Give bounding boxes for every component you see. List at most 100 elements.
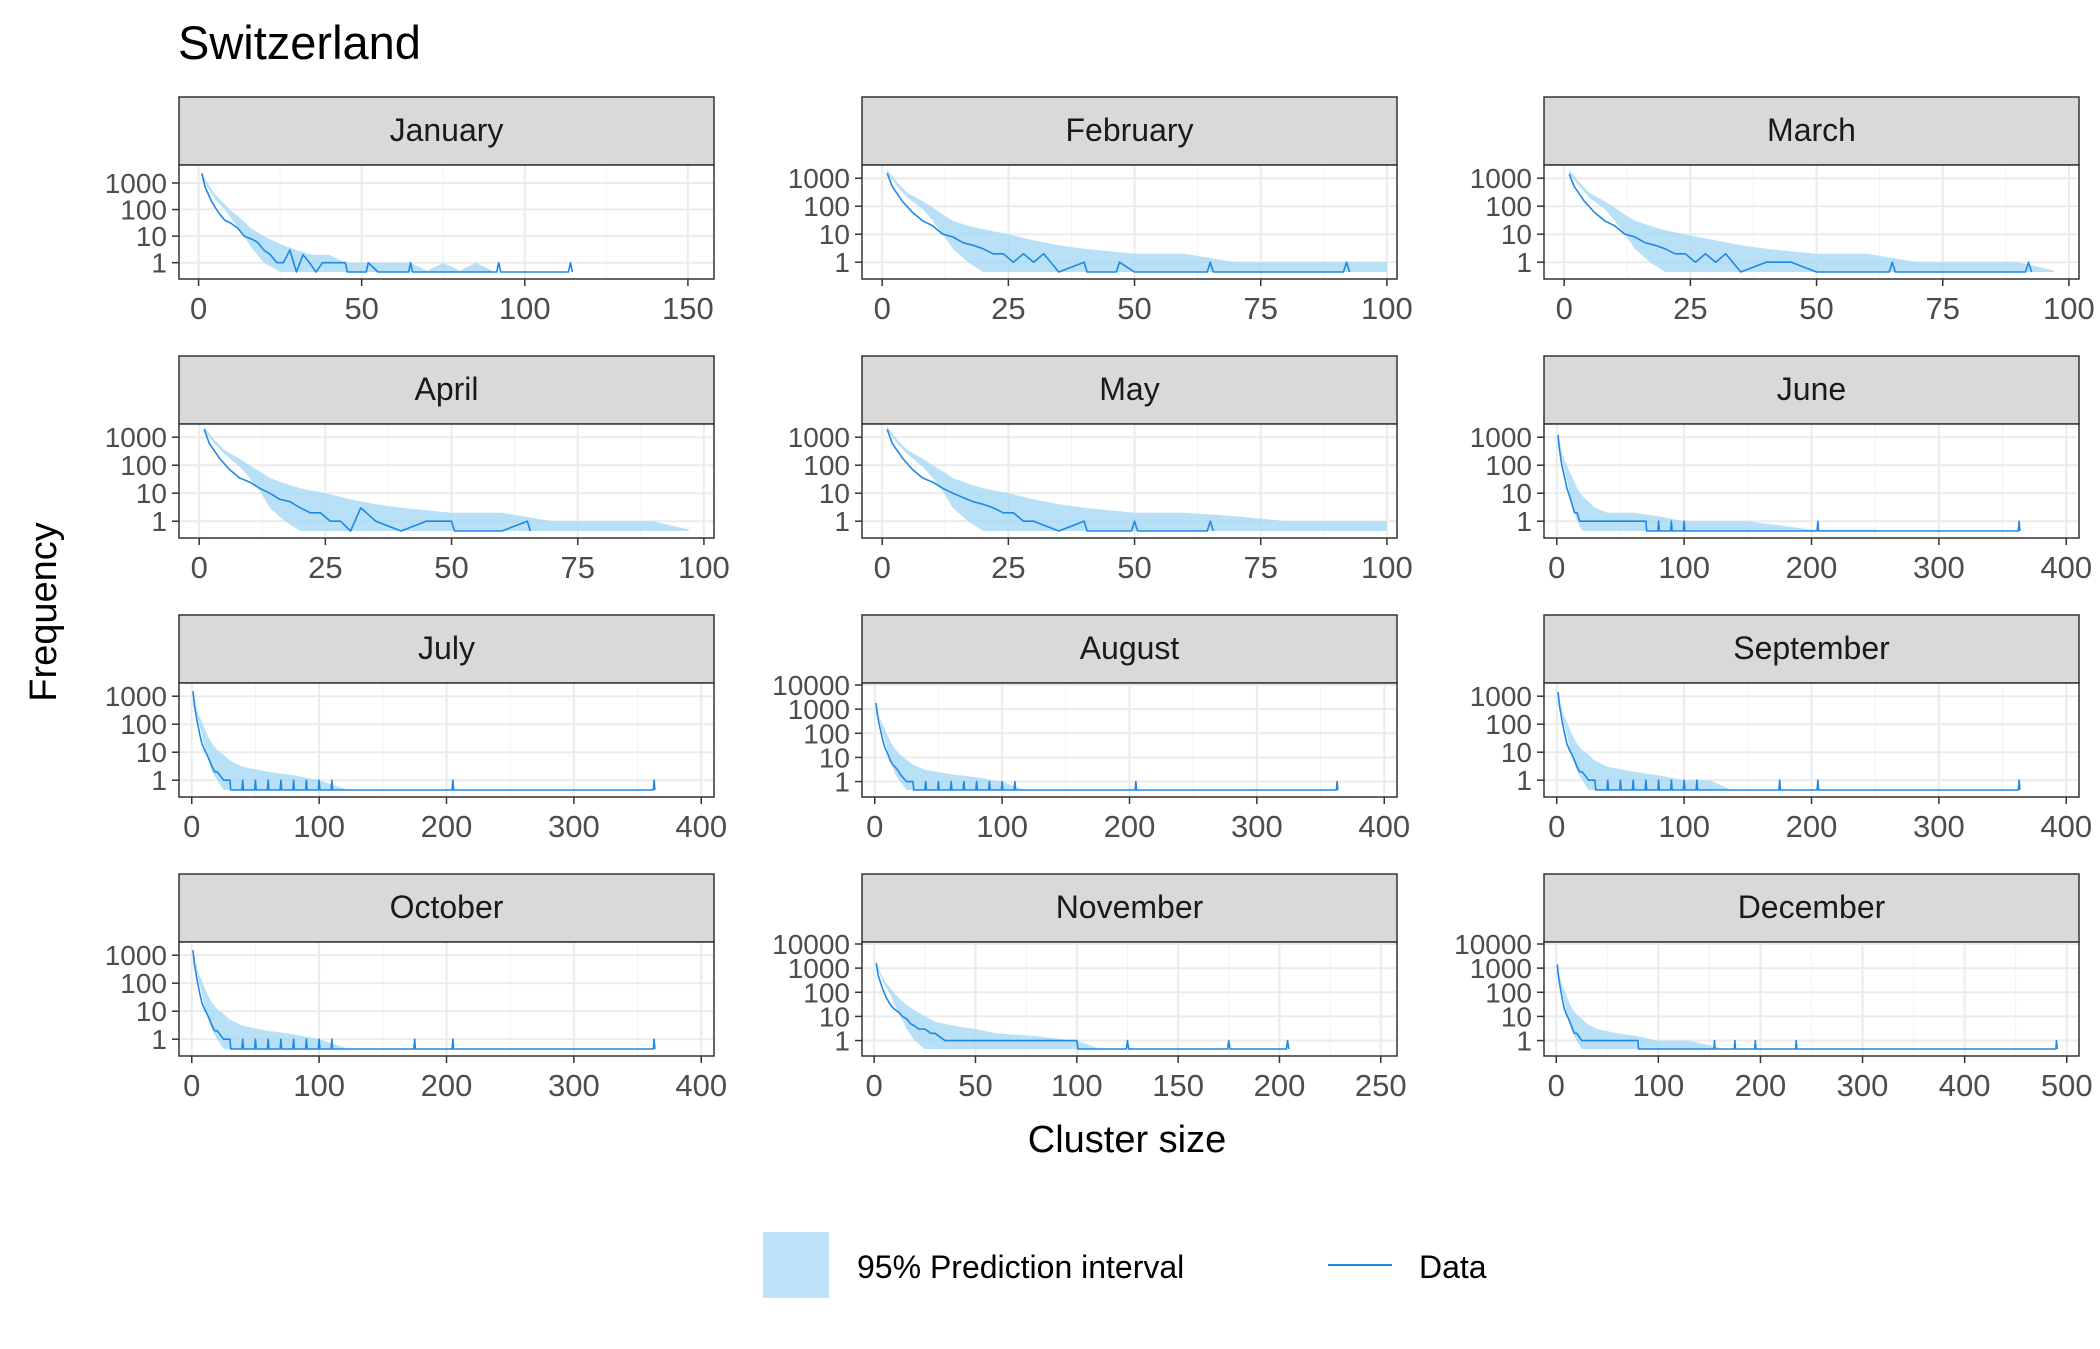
plot-marks	[875, 700, 1339, 791]
facet-strip-label: February	[1065, 112, 1193, 148]
y-tick-label: 1	[834, 247, 850, 278]
x-axis-title: Cluster size	[1028, 1119, 1227, 1161]
y-tick-label: 100	[120, 968, 167, 999]
x-tick-label: 0	[1548, 550, 1565, 585]
y-tick-label: 100	[1485, 709, 1532, 740]
x-tick-label: 300	[1837, 1068, 1889, 1103]
y-tick-label: 1	[834, 506, 850, 537]
y-tick-label: 1000	[788, 694, 850, 725]
prediction-interval-band	[1558, 689, 1729, 790]
x-tick-label: 0	[874, 291, 891, 326]
y-tick-label: 10	[136, 737, 167, 768]
y-tick-label: 10	[819, 1001, 850, 1032]
y-tick-label: 1000	[1470, 953, 1532, 984]
x-tick-label: 0	[866, 1068, 883, 1103]
facet-strip-label: September	[1733, 630, 1890, 666]
facet-strip	[1543, 96, 2080, 166]
facet-strip	[861, 614, 1398, 684]
x-tick-label: 400	[1358, 809, 1410, 844]
data-line	[201, 173, 574, 273]
x-tick-label: 400	[675, 1068, 727, 1103]
x-tick-label: 50	[1117, 550, 1151, 585]
legend-band-key	[763, 1232, 829, 1298]
facet-strip-label: June	[1777, 371, 1846, 407]
facet-strip	[861, 873, 1398, 943]
y-tick-label: 10	[136, 996, 167, 1027]
x-tick-label: 50	[1117, 291, 1151, 326]
facet-strip-label: May	[1099, 371, 1159, 407]
x-tick-label: 500	[2041, 1068, 2093, 1103]
x-tick-label: 150	[662, 291, 714, 326]
y-tick-label: 10	[1501, 219, 1532, 250]
data-line	[1557, 434, 2021, 532]
data-line	[886, 173, 1351, 273]
x-tick-label: 100	[976, 809, 1028, 844]
panel-border	[861, 941, 1398, 1057]
plot-marks	[203, 426, 689, 532]
x-tick-label: 0	[191, 550, 208, 585]
y-tick-label: 1000	[788, 422, 850, 453]
facet-strip-label: August	[1080, 630, 1180, 666]
y-tick-label: 10	[819, 742, 850, 773]
x-tick-label: 75	[1243, 291, 1277, 326]
x-tick-label: 50	[344, 291, 378, 326]
facet-strip	[861, 96, 1398, 166]
y-tick-label: 100	[120, 709, 167, 740]
x-tick-label: 50	[434, 550, 468, 585]
prediction-interval-band	[201, 172, 493, 272]
x-tick-label: 100	[293, 809, 345, 844]
x-tick-label: 300	[548, 809, 600, 844]
plot-marks	[201, 172, 574, 273]
y-tick-label: 1	[151, 1024, 167, 1055]
data-line	[1557, 692, 2021, 791]
plot-marks	[1556, 962, 2058, 1050]
x-tick-label: 100	[1051, 1068, 1103, 1103]
x-tick-label: 0	[190, 291, 207, 326]
plot-marks	[875, 960, 1290, 1050]
facet-strip	[1543, 873, 2080, 943]
x-tick-label: 300	[1913, 550, 1965, 585]
x-tick-label: 0	[874, 550, 891, 585]
y-tick-label: 10	[1501, 737, 1532, 768]
facet-strip	[178, 96, 715, 166]
facet-strip	[178, 873, 715, 943]
panel-border	[1543, 941, 2080, 1057]
y-tick-label: 1	[1516, 247, 1532, 278]
y-tick-label: 100	[1485, 977, 1532, 1008]
x-tick-label: 75	[1243, 550, 1277, 585]
panel-border	[178, 423, 715, 539]
y-tick-label: 10000	[772, 670, 850, 701]
y-tick-label: 1000	[105, 422, 167, 453]
x-tick-label: 25	[991, 550, 1025, 585]
y-axis-title: Frequency	[23, 522, 65, 702]
y-tick-label: 1000	[1470, 681, 1532, 712]
y-tick-label: 100	[803, 191, 850, 222]
y-tick-label: 10	[819, 219, 850, 250]
x-tick-label: 25	[308, 550, 342, 585]
x-tick-label: 0	[183, 809, 200, 844]
x-tick-label: 100	[1361, 550, 1413, 585]
x-tick-label: 100	[678, 550, 730, 585]
data-line	[203, 429, 532, 532]
prediction-interval-band	[193, 948, 345, 1049]
facet-strip-label: April	[414, 371, 478, 407]
y-tick-label: 1	[834, 767, 850, 798]
data-line	[192, 691, 656, 791]
facet-strip-label: December	[1738, 889, 1886, 925]
y-tick-label: 100	[1485, 191, 1532, 222]
data-line	[1568, 173, 2033, 273]
x-tick-label: 200	[1735, 1068, 1787, 1103]
x-tick-label: 400	[2040, 550, 2092, 585]
y-tick-label: 100	[1485, 450, 1532, 481]
x-tick-label: 25	[1673, 291, 1707, 326]
y-tick-label: 10	[136, 221, 167, 252]
facet-strip	[178, 614, 715, 684]
